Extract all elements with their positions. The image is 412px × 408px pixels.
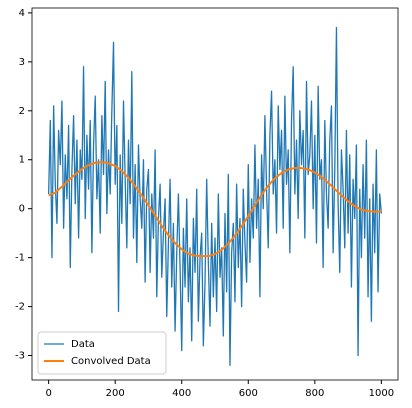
- x-tick-label: 800: [305, 388, 324, 399]
- y-tick-label: 3: [19, 57, 25, 68]
- y-tick-label: 1: [19, 155, 25, 166]
- y-tick-label: -1: [15, 253, 25, 264]
- x-tick-label: 400: [172, 388, 191, 399]
- legend-label: Data: [71, 339, 95, 350]
- y-tick-label: 0: [19, 204, 25, 215]
- x-tick-label: 1000: [369, 388, 394, 399]
- series-line: [47, 26, 383, 366]
- x-tick-label: 600: [239, 388, 258, 399]
- plot-frame: [31, 7, 399, 381]
- y-tick-label: 2: [19, 106, 25, 117]
- x-tick-label: 0: [45, 388, 51, 399]
- legend-box: [37, 331, 167, 375]
- series-line: [48, 161, 382, 258]
- y-tick-label: -3: [15, 351, 25, 362]
- x-tick-label: 200: [106, 388, 125, 399]
- y-tick-label: -2: [15, 302, 25, 313]
- y-tick-label: 4: [19, 8, 25, 19]
- legend-label: Convolved Data: [71, 356, 151, 367]
